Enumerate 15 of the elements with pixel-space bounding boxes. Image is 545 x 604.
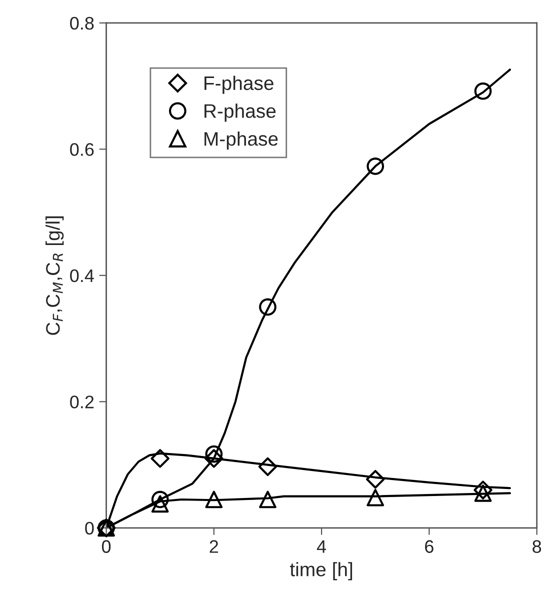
legend-label: M-phase (204, 131, 278, 150)
x-tick-label: 0 (102, 540, 111, 553)
x-tick-label: 4 (316, 540, 326, 553)
x-tick-label: 6 (425, 540, 434, 553)
y-tick-label: 0.4 (70, 269, 94, 282)
y-tick-label: 0.2 (70, 396, 94, 408)
x-tick-label: 2 (210, 540, 218, 553)
y-tick-label: 0.8 (70, 16, 94, 30)
legend-label: R-phase (204, 104, 276, 122)
legend-label: F-phase (204, 76, 274, 94)
y-axis-title: C$_{F}$,C$_{M}$,C$_{R}$ [g/l] (46, 216, 64, 335)
y-tick-label: 0 (85, 522, 94, 535)
y-tick-label: 0.6 (70, 143, 94, 156)
x-axis-title: time [h] (290, 562, 352, 580)
x-tick-label: 8 (532, 540, 542, 553)
